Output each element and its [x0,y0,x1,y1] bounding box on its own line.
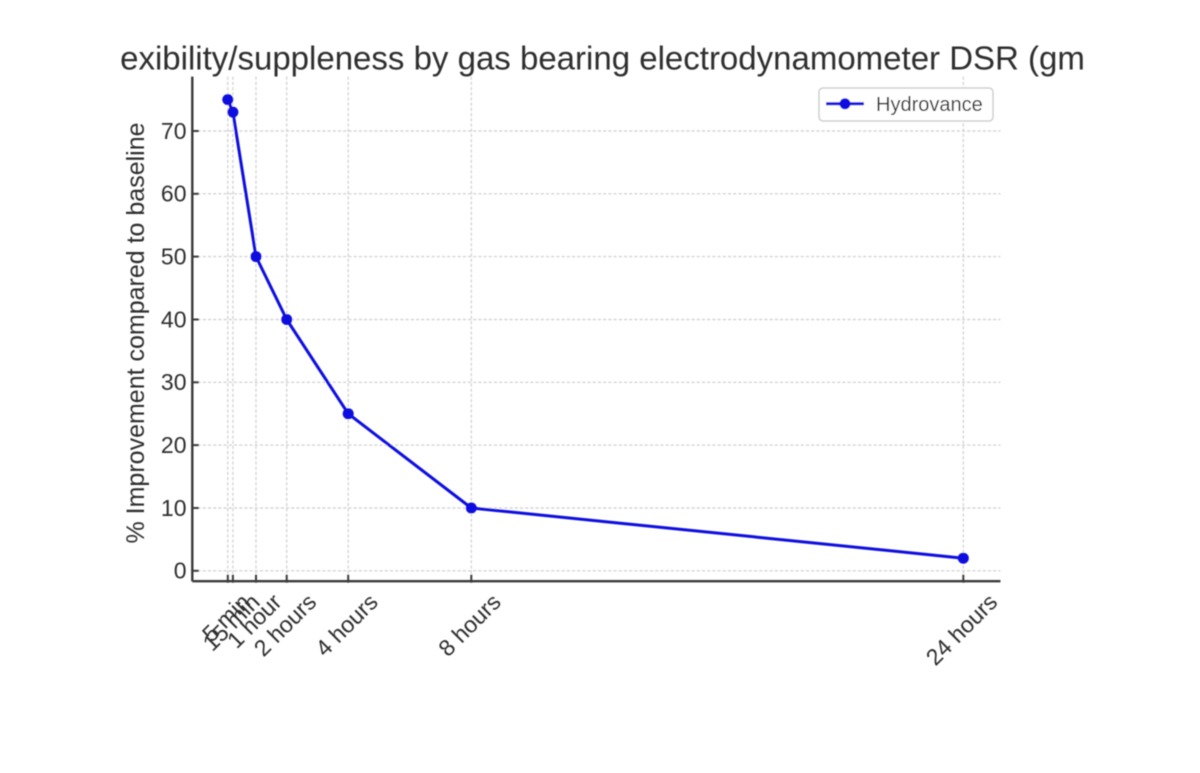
svg-text:40: 40 [161,306,187,332]
svg-text:24 hours: 24 hours [921,589,1003,671]
svg-text:8 hours: 8 hours [433,589,506,662]
svg-text:10: 10 [161,495,187,521]
svg-text:50: 50 [161,244,187,270]
svg-text:exibility/suppleness by gas be: exibility/suppleness by gas bearing elec… [120,40,1085,77]
svg-text:0: 0 [174,558,187,584]
svg-text:4 hours: 4 hours [310,589,383,662]
svg-text:Hydrovance: Hydrovance [876,94,983,116]
svg-text:30: 30 [161,369,187,395]
svg-text:20: 20 [161,432,187,458]
svg-text:60: 60 [161,181,187,207]
svg-text:% Improvement compared to base: % Improvement compared to baseline [122,122,150,543]
svg-text:70: 70 [161,118,187,144]
